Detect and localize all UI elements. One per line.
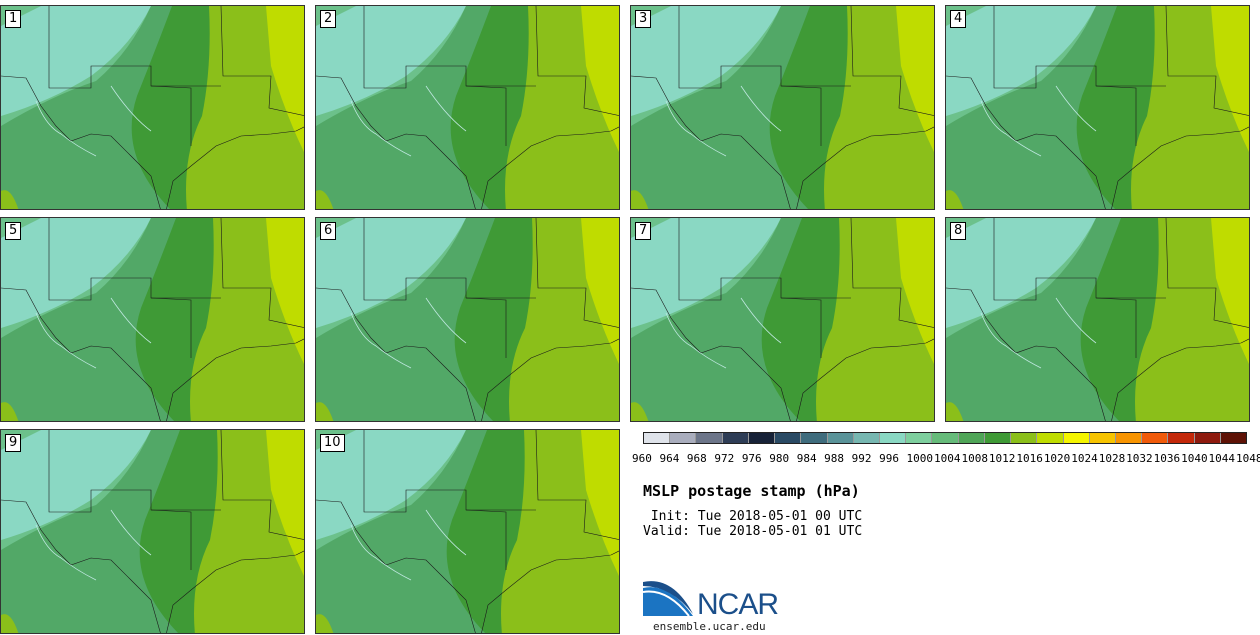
colorbar-tick-label: 1032 [1126, 452, 1153, 465]
colorbar-tick-label: 1028 [1098, 452, 1126, 465]
colorbar-tick-label: 972 [714, 452, 735, 465]
ncar-wordmark: NCAR [697, 588, 779, 621]
mslp-map [316, 218, 619, 421]
colorbar-tick-label: 1020 [1043, 452, 1071, 465]
mslp-map [1, 218, 304, 421]
member-number: 10 [320, 434, 345, 452]
colorbar-swatch [932, 433, 959, 443]
valid-time: Valid: Tue 2018-05-01 01 UTC [643, 524, 863, 539]
colorbar-swatch [1089, 433, 1116, 443]
figure-title: MSLP postage stamp (hPa) [643, 482, 860, 500]
colorbar-swatch [670, 433, 697, 443]
colorbar-swatch [1194, 433, 1221, 443]
mslp-map [631, 218, 934, 421]
colorbar-tick-label: 1024 [1071, 452, 1098, 465]
member-panel: 10 [315, 429, 620, 634]
member-panel: 4 [945, 5, 1250, 210]
ncar-logo-icon [642, 578, 695, 624]
colorbar-tick-label: 976 [741, 452, 762, 465]
colorbar-swatch [1011, 433, 1038, 443]
member-panel: 8 [945, 217, 1250, 422]
colorbar-tick-label: 1004 [934, 452, 961, 465]
member-number: 8 [950, 222, 967, 240]
colorbar-tick-label: 1048 [1236, 452, 1260, 465]
colorbar-tick-label: 980 [769, 452, 790, 465]
colorbar-tick-label: 1008 [961, 452, 988, 465]
member-panel: 3 [630, 5, 935, 210]
init-time: Init: Tue 2018-05-01 00 UTC [643, 509, 863, 524]
mslp-map [316, 6, 619, 209]
colorbar-tick-label: 1012 [988, 452, 1016, 465]
colorbar-swatch [1115, 433, 1143, 443]
member-number: 1 [5, 10, 22, 28]
colorbar-swatch [879, 433, 907, 443]
mslp-map [946, 218, 1249, 421]
source-url: ensemble.ucar.edu [653, 620, 766, 633]
member-panel: 6 [315, 217, 620, 422]
member-number: 6 [320, 222, 337, 240]
colorbar-tick-labels: 960 964 968 972 976 980 984 988 992 996 1000 1004 10… [632, 452, 1260, 466]
mslp-map [1, 6, 304, 209]
member-panel: 2 [315, 5, 620, 210]
colorbar-tick-label: 1000 [906, 452, 934, 465]
member-number: 9 [5, 434, 22, 452]
member-panel: 5 [0, 217, 305, 422]
colorbar-swatch [958, 433, 985, 443]
mslp-map [1, 430, 304, 633]
colorbar-swatch [1037, 433, 1064, 443]
colorbar-tick-label: 1016 [1016, 452, 1043, 465]
colorbar-tick-label: 984 [796, 452, 817, 465]
member-number: 7 [635, 222, 652, 240]
colorbar-tick-label: 960 [632, 452, 652, 465]
colorbar-swatch [1220, 433, 1247, 443]
colorbar-tick-label: 988 [824, 452, 845, 465]
colorbar-swatch [644, 433, 671, 443]
mslp-map [316, 430, 619, 633]
colorbar-swatch [853, 433, 880, 443]
colorbar-swatch [827, 433, 854, 443]
colorbar-swatch [1063, 433, 1090, 443]
colorbar-swatch [775, 433, 802, 443]
mslp-map [946, 6, 1249, 209]
colorbar-tick-label: 964 [659, 452, 680, 465]
colorbar [643, 432, 1247, 444]
colorbar-swatch [1168, 433, 1195, 443]
colorbar-swatch [696, 433, 723, 443]
colorbar-swatch [801, 433, 828, 443]
member-number: 3 [635, 10, 652, 28]
member-panel: 9 [0, 429, 305, 634]
member-number: 4 [950, 10, 967, 28]
colorbar-tick-label: 996 [879, 452, 899, 465]
member-panel: 7 [630, 217, 935, 422]
colorbar-tick-label: 1036 [1153, 452, 1181, 465]
member-number: 2 [320, 10, 337, 28]
colorbar-tick-label: 1044 [1208, 452, 1236, 465]
colorbar-swatch [984, 433, 1012, 443]
colorbar-swatch [748, 433, 776, 443]
colorbar-swatch [906, 433, 933, 443]
colorbar-tick-label: 1040 [1181, 452, 1208, 465]
colorbar-tick-label: 968 [686, 452, 707, 465]
member-panel: 1 [0, 5, 305, 210]
colorbar-swatch [1142, 433, 1169, 443]
colorbar-tick-label: 992 [851, 452, 872, 465]
member-number: 5 [5, 222, 22, 240]
colorbar-swatch [722, 433, 749, 443]
mslp-map [631, 6, 934, 209]
